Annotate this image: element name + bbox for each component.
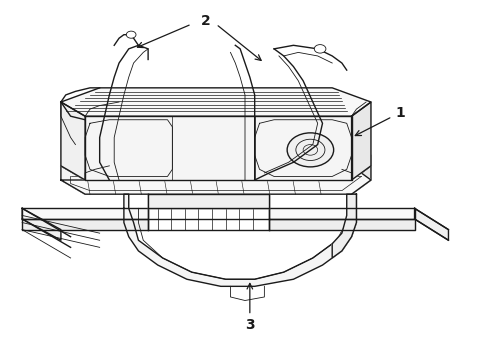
- Polygon shape: [352, 166, 371, 194]
- Polygon shape: [22, 208, 61, 240]
- Circle shape: [287, 133, 334, 167]
- Text: 3: 3: [245, 283, 255, 332]
- Polygon shape: [61, 102, 85, 180]
- Polygon shape: [61, 166, 371, 194]
- Circle shape: [126, 31, 136, 38]
- Polygon shape: [269, 219, 415, 230]
- Polygon shape: [85, 116, 352, 180]
- Polygon shape: [352, 102, 371, 180]
- Polygon shape: [22, 208, 148, 219]
- Polygon shape: [332, 194, 356, 258]
- Polygon shape: [22, 219, 148, 230]
- Text: 1: 1: [355, 105, 405, 136]
- Circle shape: [314, 45, 326, 53]
- Text: 2: 2: [201, 14, 211, 27]
- Polygon shape: [124, 194, 356, 286]
- Polygon shape: [415, 208, 448, 240]
- Polygon shape: [148, 194, 269, 208]
- Polygon shape: [61, 88, 371, 116]
- Polygon shape: [61, 155, 371, 180]
- Polygon shape: [61, 166, 85, 194]
- Polygon shape: [269, 208, 415, 219]
